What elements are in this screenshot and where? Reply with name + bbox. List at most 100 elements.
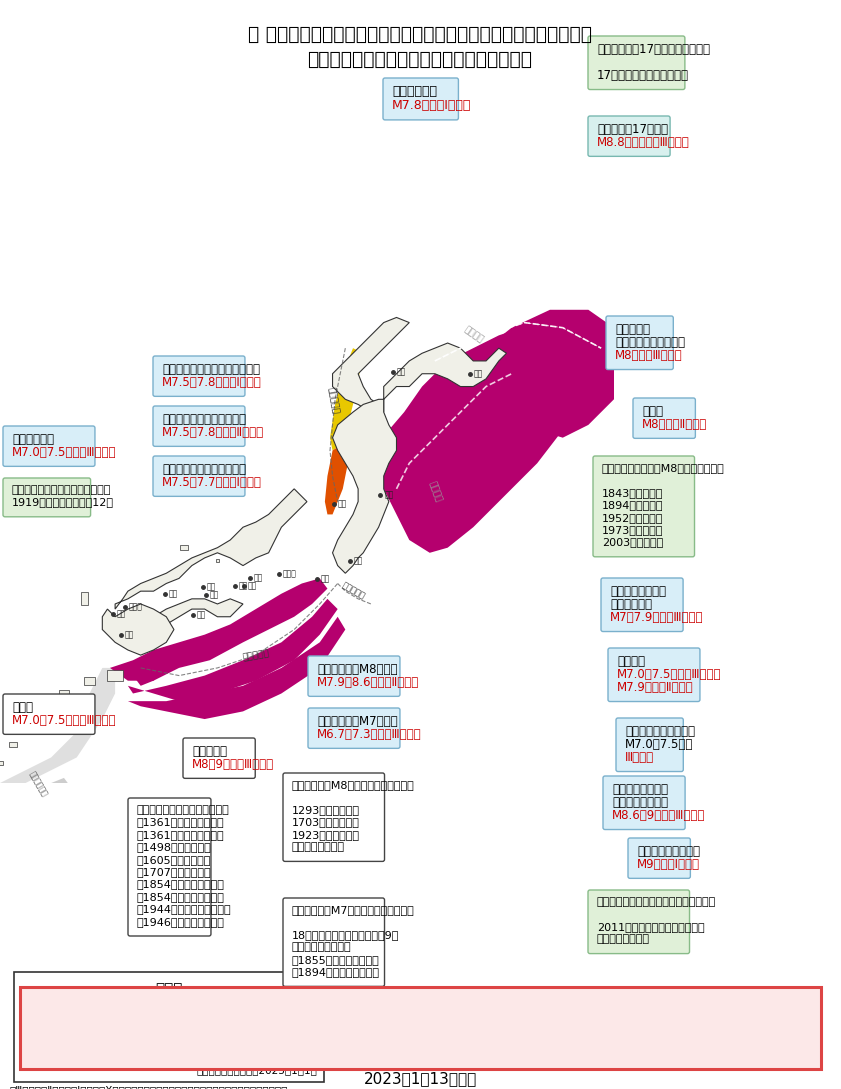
Polygon shape (128, 599, 337, 701)
Text: 北九州: 北九州 (129, 602, 142, 612)
Text: 秋田県沖から佐渡島北方沖: 秋田県沖から佐渡島北方沖 (162, 413, 246, 426)
Text: M7.9程度　Ⅱランク: M7.9程度 Ⅱランク (617, 682, 694, 695)
Bar (21, 1030, 37, 1041)
Text: 新潟: 新潟 (337, 499, 346, 509)
Text: 青森県東方沖から: 青森県東方沖から (612, 783, 668, 796)
Bar (21, 1014, 37, 1025)
Text: M8～9程度　Ⅲランク: M8～9程度 Ⅲランク (192, 758, 274, 771)
Text: 釧路: 釧路 (474, 370, 484, 379)
Polygon shape (383, 322, 575, 553)
FancyBboxPatch shape (3, 426, 95, 466)
Polygon shape (332, 318, 506, 412)
Text: 日本海溝: 日本海溝 (427, 480, 442, 503)
Text: 18世紀終わりから現在までに9回: 18世紀終わりから現在までに9回 (292, 930, 399, 940)
Text: 〇 ランク分けに関わらず、日本ではどの場所においても、地震によ: 〇 ランク分けに関わらず、日本ではどの場所においても、地震によ (248, 25, 592, 44)
Text: Ⅲランク（高い）：30年以内の地震発生確率が26%以上: Ⅲランク（高い）：30年以内の地震発生確率が26%以上 (42, 1002, 216, 1012)
Polygon shape (461, 309, 627, 438)
FancyBboxPatch shape (606, 316, 674, 369)
FancyBboxPatch shape (20, 987, 821, 1069)
Text: 1854年：安政東海地震: 1854年：安政東海地震 (137, 880, 225, 890)
Text: 17世紀：十勝沖から根室沖: 17世紀：十勝沖から根室沖 (597, 70, 689, 83)
Text: 神戸: 神戸 (239, 582, 248, 591)
Text: （東日本大震災）: （東日本大震災） (597, 934, 650, 944)
Text: 東北地方太平洋沖型: 東北地方太平洋沖型 (637, 845, 700, 858)
Polygon shape (59, 689, 69, 697)
FancyBboxPatch shape (628, 839, 690, 879)
Text: 大阪: 大阪 (247, 582, 257, 591)
Text: 1952年：十勝沖: 1952年：十勝沖 (602, 513, 664, 523)
FancyBboxPatch shape (601, 578, 683, 632)
Text: 【与那国島周辺の過去の地震例】: 【与那国島周辺の過去の地震例】 (12, 485, 111, 495)
Text: 南西諸島海溝: 南西諸島海溝 (28, 769, 50, 798)
Text: M7.0～7.5程度　Ⅲランク: M7.0～7.5程度 Ⅲランク (617, 669, 722, 682)
Text: 南海トラフ: 南海トラフ (192, 745, 227, 758)
Polygon shape (0, 668, 115, 821)
Text: 2003年：十勝沖: 2003年：十勝沖 (602, 537, 664, 548)
FancyBboxPatch shape (593, 456, 695, 556)
Text: M8.8程度以上　Ⅲランク: M8.8程度以上 Ⅲランク (597, 136, 690, 149)
Text: 1361年：正平東海地震: 1361年：正平東海地震 (137, 818, 225, 828)
Text: 相模トラフ: 相模トラフ (340, 580, 366, 601)
FancyBboxPatch shape (633, 397, 696, 439)
Text: M7.8程度　Ⅰランク: M7.8程度 Ⅰランク (392, 99, 471, 112)
Text: 相模トラフ（M8程度）: 相模トラフ（M8程度） (317, 663, 398, 676)
FancyBboxPatch shape (153, 356, 245, 396)
Text: 1498年：明応地震: 1498年：明応地震 (137, 842, 212, 853)
Text: 1944年：昭和東南海地震: 1944年：昭和東南海地震 (137, 904, 231, 914)
Text: 岡山: 岡山 (207, 583, 216, 591)
FancyBboxPatch shape (3, 478, 91, 517)
Text: Ⅱランク（やや高い）：30年以内の地震発生確率が3～26%未満: Ⅱランク（やや高い）：30年以内の地震発生確率が3～26%未満 (42, 1018, 240, 1028)
Text: 千島海溝の17世紀型: 千島海溝の17世紀型 (597, 123, 668, 136)
Text: M7.5～7.8程度　Ⅰランク: M7.5～7.8程度 Ⅰランク (162, 376, 262, 389)
FancyBboxPatch shape (608, 648, 700, 701)
FancyBboxPatch shape (383, 78, 458, 120)
Text: 1855年：安政江戸地震: 1855年：安政江戸地震 (292, 955, 380, 965)
Text: 北海道北西沖: 北海道北西沖 (392, 85, 437, 98)
FancyBboxPatch shape (603, 776, 685, 830)
Text: 青森県西方沖から北海道西方沖: 青森県西方沖から北海道西方沖 (162, 363, 260, 376)
Text: M8程度　Ⅱランク: M8程度 Ⅱランク (642, 418, 707, 431)
Text: 日向灘: 日向灘 (12, 701, 33, 714)
Polygon shape (180, 546, 188, 550)
Text: 京都: 京都 (254, 574, 263, 583)
Polygon shape (108, 671, 123, 681)
Text: 【千島海溝の17世紀型の地震例】: 【千島海溝の17世紀型の地震例】 (597, 42, 710, 56)
Text: 1923年：大正地震: 1923年：大正地震 (292, 830, 360, 840)
Text: 新潟県北部沖から山形県沖: 新潟県北部沖から山形県沖 (162, 463, 246, 476)
Polygon shape (216, 559, 219, 562)
Text: Ⅲランク: Ⅲランク (625, 751, 654, 764)
Polygon shape (84, 677, 95, 685)
Text: M7～7.9程度　Ⅲランク: M7～7.9程度 Ⅲランク (610, 611, 704, 624)
Text: 高知: 高知 (197, 611, 206, 620)
Text: 1973年：根室沖: 1973年：根室沖 (602, 525, 664, 535)
Text: 【千島海溝の過去のM8程度の地震例】: 【千島海溝の過去のM8程度の地震例】 (602, 463, 725, 473)
FancyBboxPatch shape (3, 694, 95, 734)
Text: 【南海トラフの過去の地震例】: 【南海トラフの過去の地震例】 (137, 805, 230, 815)
Polygon shape (110, 578, 327, 681)
Text: 岩手県沖南部: 岩手県沖南部 (610, 598, 652, 611)
Text: M7.0～7.5程度: M7.0～7.5程度 (625, 738, 693, 751)
FancyBboxPatch shape (283, 773, 384, 861)
Text: 2023年1月13日公表: 2023年1月13日公表 (364, 1070, 478, 1086)
Polygon shape (133, 656, 167, 686)
Text: M6.7～7.3程度　Ⅲランク: M6.7～7.3程度 Ⅲランク (317, 729, 421, 742)
Text: 1894年：根室沖: 1894年：根室沖 (602, 500, 664, 511)
Text: M8.6～9程度　Ⅲランク: M8.6～9程度 Ⅲランク (612, 809, 706, 822)
Text: 【相模トラフM7程度の過去の地震例】: 【相模トラフM7程度の過去の地震例】 (292, 905, 415, 915)
Text: Xランク：地震発生確率が不明（過去の地震のデータが少ないため、確率の評価が困難）: Xランク：地震発生確率が不明（過去の地震のデータが少ないため、確率の評価が困難） (42, 1050, 293, 1060)
FancyBboxPatch shape (588, 890, 690, 954)
Polygon shape (332, 400, 396, 573)
Text: 1361年：正平南海地震: 1361年：正平南海地震 (137, 830, 225, 840)
Text: M7.5～7.8程度　Ⅱランク: M7.5～7.8程度 Ⅱランク (162, 426, 264, 439)
Text: 青森県東方沖から: 青森県東方沖から (610, 585, 666, 598)
Polygon shape (330, 348, 363, 451)
Text: 2011年：東北地方太平洋沖地震: 2011年：東北地方太平洋沖地震 (597, 921, 705, 932)
Text: ランクの算定基準日は2023年1月1日: ランクの算定基準日は2023年1月1日 (196, 1065, 317, 1075)
Polygon shape (0, 778, 71, 859)
Bar (21, 998, 37, 1010)
Polygon shape (103, 604, 174, 656)
Text: 1703年：元禄地震: 1703年：元禄地震 (292, 817, 360, 828)
Text: 【東北地方太平洋沖型の過去の地震例】: 【東北地方太平洋沖型の過去の地震例】 (597, 897, 717, 907)
Polygon shape (128, 616, 346, 719)
Text: 高松: 高松 (209, 590, 219, 600)
